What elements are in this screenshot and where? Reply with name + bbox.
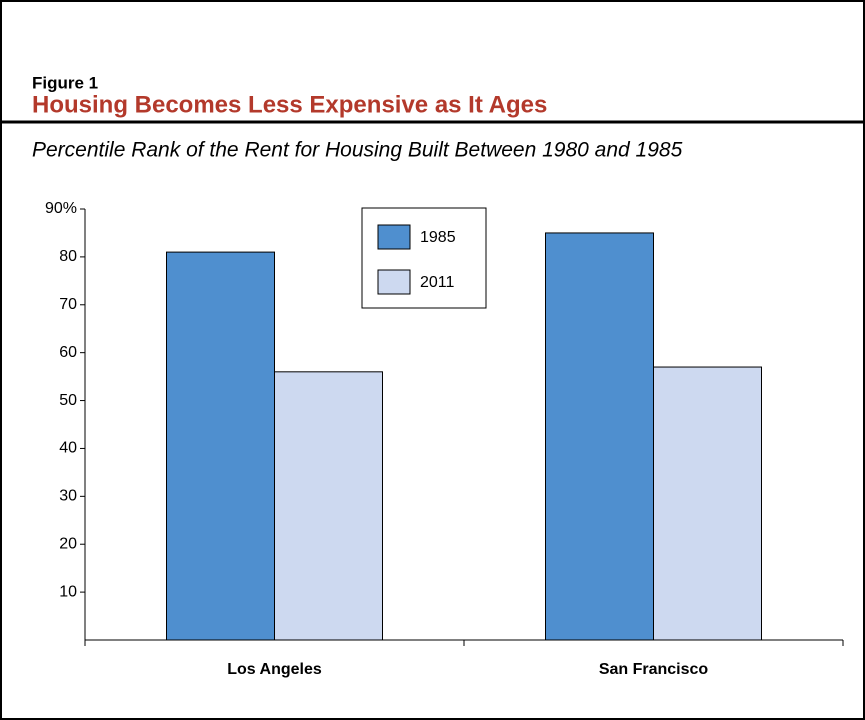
y-tick-label: 40 <box>59 440 77 457</box>
y-tick-label: 30 <box>59 488 77 505</box>
chart-subtitle: Percentile Rank of the Rent for Housing … <box>32 139 683 162</box>
bar <box>545 232 654 641</box>
x-tick-label: Los Angeles <box>227 661 322 678</box>
y-tick-label: 80 <box>59 248 77 265</box>
y-tick-label: 70 <box>59 296 77 313</box>
bar <box>653 366 762 641</box>
y-tick-label: 90% <box>45 200 77 217</box>
y-tick-label: 50 <box>59 392 77 409</box>
x-tick-label: San Francisco <box>599 661 709 678</box>
legend-label: 1985 <box>420 229 456 246</box>
bar <box>166 251 275 641</box>
chart-title: Housing Becomes Less Expensive as It Age… <box>32 91 547 118</box>
y-tick-label: 60 <box>59 344 77 361</box>
legend-label: 2011 <box>420 274 455 291</box>
y-tick-label: 10 <box>59 583 77 600</box>
bar <box>274 371 383 641</box>
figure-label: Figure 1 <box>32 73 98 92</box>
y-tick-label: 20 <box>59 535 77 552</box>
legend-swatch <box>377 269 411 295</box>
legend-swatch <box>377 224 411 250</box>
